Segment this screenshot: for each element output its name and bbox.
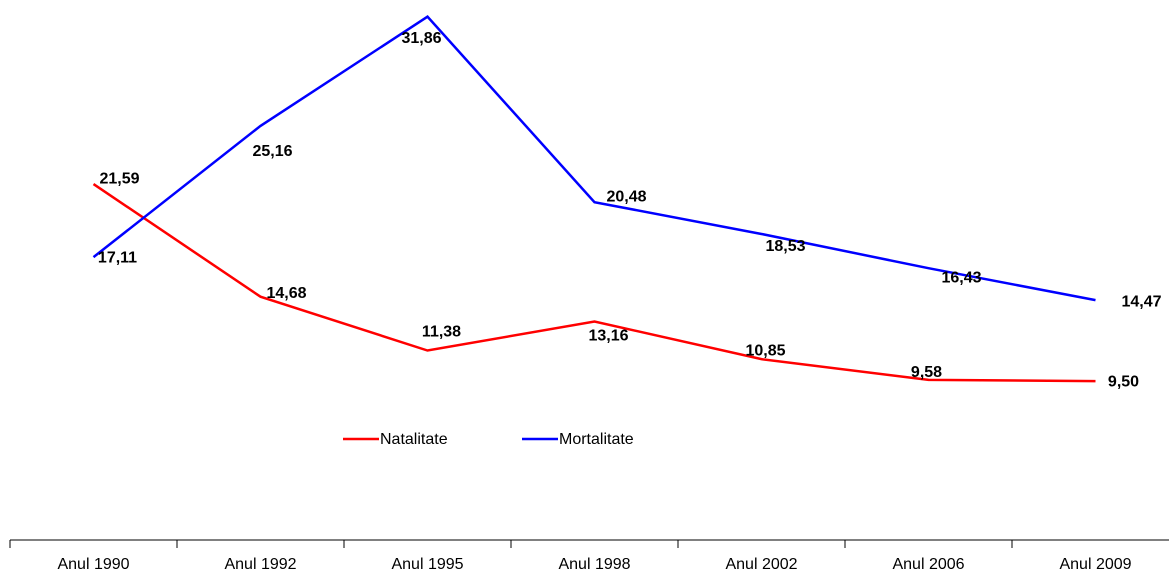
value-label: 18,53 bbox=[765, 238, 805, 255]
value-label: 10,85 bbox=[745, 342, 785, 359]
x-tick-label: Anul 1998 bbox=[558, 556, 630, 573]
value-label: 14,68 bbox=[266, 285, 306, 302]
value-label: 9,58 bbox=[911, 364, 942, 381]
value-label: 17,11 bbox=[98, 249, 137, 266]
x-tick-label: Anul 1992 bbox=[224, 556, 296, 573]
value-label: 9,50 bbox=[1108, 373, 1139, 390]
value-label: 31,86 bbox=[401, 30, 441, 47]
value-label: 21,59 bbox=[99, 170, 139, 187]
x-tick-label: Anul 2009 bbox=[1059, 556, 1131, 573]
legend-label: Mortalitate bbox=[559, 431, 634, 448]
x-tick-label: Anul 2006 bbox=[892, 556, 964, 573]
value-label: 16,43 bbox=[941, 269, 981, 286]
x-tick-label: Anul 2002 bbox=[725, 556, 797, 573]
x-tick-label: Anul 1990 bbox=[57, 556, 129, 573]
value-label: 11,38 bbox=[422, 324, 461, 341]
series-line bbox=[92, 15, 1096, 302]
value-label: 13,16 bbox=[588, 328, 628, 345]
series-line bbox=[92, 183, 1096, 383]
value-label: 20,48 bbox=[606, 188, 646, 205]
value-label: 25,16 bbox=[252, 143, 292, 160]
value-label: 14,47 bbox=[1121, 293, 1161, 310]
legend-label: Natalitate bbox=[380, 431, 448, 448]
x-tick-label: Anul 1995 bbox=[391, 556, 463, 573]
